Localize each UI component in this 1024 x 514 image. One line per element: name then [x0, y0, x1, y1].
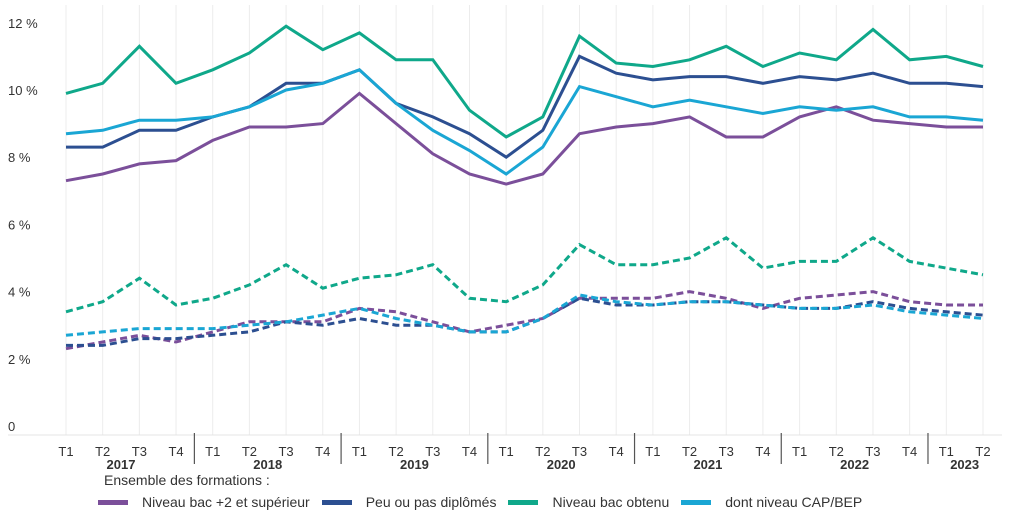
- year-label: 2020: [547, 457, 576, 472]
- x-tick-label: T1: [939, 444, 954, 459]
- year-label: 2019: [400, 457, 429, 472]
- legend-item[interactable]: dont niveau CAP/BEP: [681, 494, 862, 510]
- x-tick-label: T3: [425, 444, 440, 459]
- year-label: 2023: [950, 457, 979, 472]
- legend-title: Ensemble des formations :: [104, 472, 270, 488]
- x-tick-label: T3: [865, 444, 880, 459]
- legend-item[interactable]: Niveau bac +2 et supérieur: [98, 494, 310, 510]
- x-tick-label: T1: [205, 444, 220, 459]
- x-tick-label: T4: [902, 444, 917, 459]
- x-tick-label: T1: [499, 444, 514, 459]
- legend-label: Niveau bac obtenu: [552, 494, 670, 510]
- series-line-dashed: [65, 293, 984, 337]
- x-tick-label: T2: [95, 444, 110, 459]
- x-tick-label: T4: [462, 444, 477, 459]
- series-line-dashed: [65, 290, 983, 351]
- legend: Ensemble des formations : Niveau bac +2 …: [98, 470, 874, 514]
- legend-swatch: [681, 499, 712, 505]
- x-tick-label: T2: [535, 444, 550, 459]
- x-tick-label: T1: [58, 444, 73, 459]
- x-tick-label: T1: [645, 444, 660, 459]
- y-tick-label: 10 %: [8, 83, 38, 98]
- x-tick-label: T3: [719, 444, 734, 459]
- x-tick-label: T4: [755, 444, 770, 459]
- x-tick-label: T1: [352, 444, 367, 459]
- legend-swatch: [321, 499, 352, 505]
- x-tick-label: T2: [829, 444, 844, 459]
- series-line: [65, 91, 983, 186]
- legend-label: dont niveau CAP/BEP: [725, 494, 863, 510]
- legend-item[interactable]: Niveau bac obtenu: [508, 494, 669, 510]
- x-tick-label: T3: [278, 444, 293, 459]
- x-tick-label: T2: [682, 444, 697, 459]
- y-tick-label: 6 %: [8, 217, 31, 232]
- series-line: [66, 54, 984, 160]
- year-label: 2022: [840, 457, 869, 472]
- legend-swatch: [508, 499, 539, 505]
- legend-label: Niveau bac +2 et supérieur: [142, 494, 310, 510]
- legend-items: Niveau bac +2 et supérieur Peu ou pas di…: [98, 490, 874, 514]
- series-lines: [65, 24, 984, 351]
- x-tick-label: T4: [168, 444, 183, 459]
- series-line-dashed: [65, 235, 984, 314]
- series-line: [65, 68, 984, 176]
- x-tick-label: T3: [572, 444, 587, 459]
- gridlines: [8, 5, 1002, 436]
- x-tick-label: T1: [792, 444, 807, 459]
- series-line: [65, 24, 984, 139]
- year-label: 2018: [253, 457, 282, 472]
- x-tick-label: T2: [975, 444, 990, 459]
- x-tick-label: T2: [242, 444, 257, 459]
- series-line-dashed: [66, 296, 984, 347]
- y-tick-label: 8 %: [8, 150, 31, 165]
- x-tick-label: T4: [609, 444, 624, 459]
- y-tick-label: 0: [8, 419, 15, 434]
- legend-item[interactable]: Peu ou pas diplômés: [321, 494, 497, 510]
- y-tick-label: 12 %: [8, 16, 38, 31]
- x-tick-label: T3: [132, 444, 147, 459]
- year-label: 2017: [107, 457, 136, 472]
- year-label: 2021: [693, 457, 722, 472]
- legend-label: Peu ou pas diplômés: [365, 494, 497, 510]
- legend-swatch: [98, 499, 128, 505]
- x-axis: T1 T2 T3 T4 2017 T1 T2 T3 T4 2018 T1 T2 T3 T4 2019 T1 T2…: [58, 433, 991, 472]
- x-tick-label: T2: [389, 444, 404, 459]
- x-tick-label: T4: [315, 444, 330, 459]
- y-axis: 0 2 % 4 % 6 % 8 % 10 % 12 %: [8, 16, 38, 434]
- y-tick-label: 2 %: [8, 352, 31, 367]
- y-tick-label: 4 %: [8, 285, 31, 300]
